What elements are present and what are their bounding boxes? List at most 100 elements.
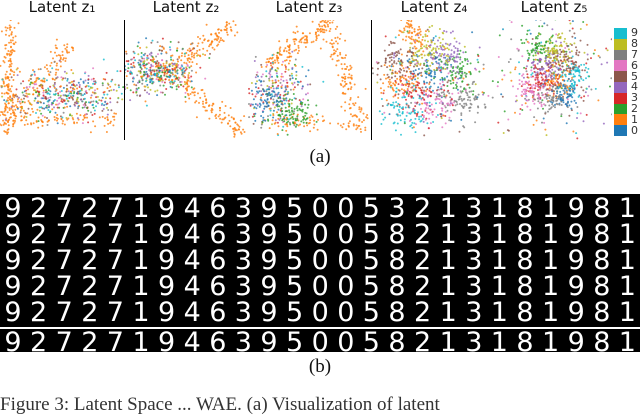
scatter-point — [409, 42, 411, 44]
scatter-point — [412, 97, 414, 99]
scatter-point — [193, 47, 195, 49]
scatter-point — [547, 49, 549, 51]
scatter-point — [125, 65, 126, 67]
scatter-point — [285, 130, 287, 132]
scatter-point — [11, 31, 13, 33]
scatter-point — [54, 61, 56, 63]
scatter-point — [398, 109, 400, 111]
scatter-point — [431, 25, 433, 27]
scatter-point — [412, 47, 414, 49]
scatter-point — [188, 72, 190, 74]
scatter-point — [366, 114, 368, 116]
scatter-point — [136, 94, 138, 96]
scatter-point — [555, 50, 557, 52]
scatter-point — [295, 65, 297, 67]
scatter-point — [564, 38, 566, 40]
scatter-point — [126, 53, 128, 55]
scatter-point — [285, 89, 287, 91]
scatter-point — [580, 97, 582, 99]
scatter-point — [115, 113, 117, 115]
scatter-point — [221, 122, 223, 124]
scatter-point — [294, 82, 296, 84]
scatter-point — [56, 47, 58, 49]
scatter-point — [294, 122, 296, 124]
scatter-point — [157, 41, 159, 43]
scatter-point — [104, 101, 106, 103]
scatter-point — [56, 65, 58, 67]
scatter-point — [428, 68, 430, 70]
scatter-point — [525, 39, 527, 41]
scatter-point — [254, 120, 256, 122]
scatter-point — [191, 80, 193, 82]
scatter-point — [204, 54, 206, 56]
scatter-point — [294, 43, 296, 45]
scatter-point — [8, 107, 10, 109]
scatter-point — [387, 86, 389, 88]
scatter-point — [162, 92, 164, 94]
scatter-point — [317, 129, 319, 131]
scatter-point — [416, 63, 418, 65]
scatter-point — [242, 129, 244, 131]
scatter-point — [118, 86, 120, 88]
scatter-point — [334, 37, 336, 39]
digit-cell: 0 — [308, 330, 332, 356]
scatter-point — [426, 48, 428, 50]
scatter-point — [426, 82, 428, 84]
scatter-point — [549, 87, 551, 89]
scatter-point — [268, 86, 270, 88]
scatter-point — [460, 92, 462, 94]
scatter-point — [562, 98, 564, 100]
scatter-point — [392, 102, 394, 104]
scatter-point — [138, 42, 140, 44]
scatter-point — [336, 48, 338, 50]
scatter-point — [43, 102, 45, 104]
scatter-point — [421, 57, 423, 59]
scatter-point — [408, 83, 410, 85]
scatter-point — [285, 68, 287, 70]
scatter-point — [155, 66, 157, 68]
digit-cell: 0 — [334, 330, 358, 356]
scatter-point — [425, 103, 427, 105]
scatter-point — [280, 82, 282, 84]
scatter-point — [575, 71, 577, 73]
scatter-point — [542, 87, 544, 89]
scatter-point — [568, 104, 570, 106]
scatter-point — [401, 65, 403, 67]
scatter-point — [221, 118, 223, 120]
scatter-point — [337, 43, 339, 45]
scatter-point — [417, 73, 419, 75]
scatter-point — [43, 108, 45, 110]
scatter-point — [400, 80, 402, 82]
scatter-point — [580, 86, 582, 88]
scatter-point — [227, 34, 229, 36]
scatter-point — [574, 81, 576, 83]
scatter-point — [552, 66, 554, 68]
scatter-point — [303, 122, 305, 124]
scatter-point — [434, 73, 436, 75]
scatter-point — [567, 55, 569, 57]
scatter-point — [43, 80, 45, 82]
scatter-point — [444, 79, 446, 81]
scatter-point — [135, 89, 137, 91]
scatter-point — [390, 104, 392, 106]
scatter-point — [155, 56, 157, 58]
scatter-point — [551, 88, 553, 90]
scatter-point — [272, 85, 274, 87]
scatter-point — [140, 76, 142, 78]
scatter-point — [106, 72, 108, 74]
scatter-point — [530, 69, 532, 71]
scatter-point — [66, 80, 68, 82]
scatter-point — [509, 20, 511, 21]
scatter-point — [497, 85, 499, 87]
scatter-point — [278, 101, 280, 103]
scatter-point — [587, 68, 589, 70]
scatter-point — [144, 73, 146, 75]
scatter-point — [298, 50, 300, 52]
scatter-point — [8, 83, 10, 85]
scatter-point — [551, 49, 553, 51]
scatter-point — [399, 111, 401, 113]
scatter-point — [421, 92, 423, 94]
scatter-point — [452, 82, 454, 84]
scatter-point — [507, 119, 509, 121]
scatter-point — [37, 127, 39, 129]
